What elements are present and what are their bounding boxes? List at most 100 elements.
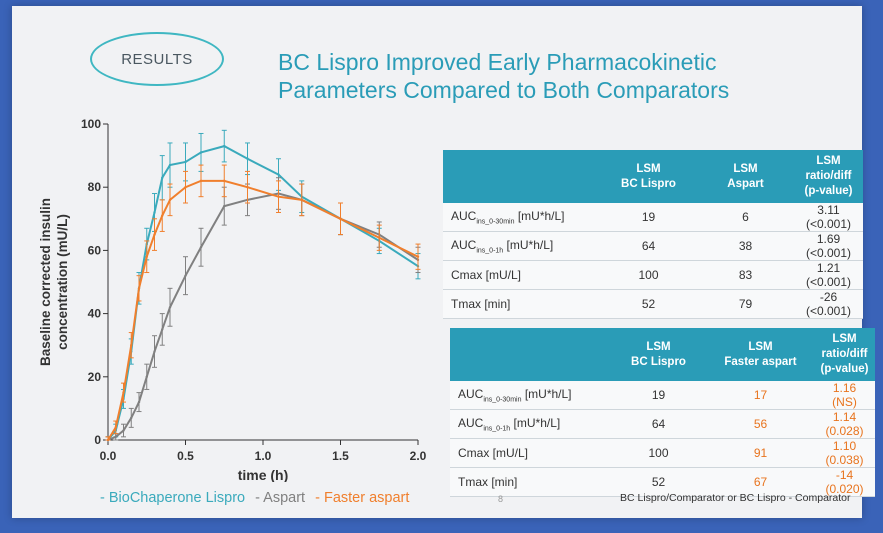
row-label: AUCins_0-30min [mU*h/L] — [450, 381, 610, 410]
table-header-blank — [450, 328, 610, 381]
series-line-faster-aspart — [107, 179, 419, 441]
y-tick-label: 20 — [88, 370, 102, 384]
cell-c3: 1.21 (<0.001) — [794, 260, 863, 290]
data-point — [199, 179, 203, 183]
cell-c2: 56 — [707, 409, 814, 439]
y-tick-label: 60 — [88, 243, 102, 257]
data-point — [184, 186, 187, 189]
cell-c1: 52 — [600, 289, 697, 319]
y-tick-label: 100 — [81, 117, 101, 131]
table-row: Tmax [min] 52 79 -26 (<0.001) — [443, 289, 863, 319]
data-point — [223, 204, 226, 208]
chart-legend: - BioChaperone Lispro - Aspart - Faster … — [100, 490, 415, 506]
data-point — [161, 214, 164, 217]
data-point — [153, 350, 156, 353]
x-axis-label: time (h) — [238, 467, 289, 482]
legend-item-biochaperone-lispro: - BioChaperone Lispro — [100, 490, 246, 506]
cell-c3: 1.69 (<0.001) — [794, 231, 863, 261]
cell-c2: 83 — [697, 260, 794, 290]
x-tick-label: 1.0 — [255, 449, 272, 463]
data-point — [277, 173, 280, 176]
cell-c2: 17 — [707, 381, 814, 410]
x-tick-label: 2.0 — [410, 449, 427, 463]
data-point — [223, 179, 226, 183]
data-point — [199, 246, 203, 249]
row-label: Tmax [min] — [450, 467, 610, 497]
legend-item-faster-aspart: - Faster aspart — [315, 490, 410, 506]
y-tick-label: 0 — [94, 433, 101, 447]
table-header-col2: LSM Faster aspart — [707, 328, 814, 381]
cell-c1: 100 — [600, 260, 697, 290]
data-point — [130, 344, 133, 347]
table-row: Cmax [mU/L] 100 83 1.21 (<0.001) — [443, 260, 863, 290]
table-body: AUCins_0-30min [mU*h/L] 19 6 3.11 (<0.001) A… — [443, 203, 863, 319]
data-point — [161, 328, 164, 331]
table-header-col1: LSM BC Lispro — [600, 150, 697, 203]
y-tick-label: 40 — [88, 307, 102, 321]
table-row: AUCins_0-30min [mU*h/L] 19 17 1.16 (NS) — [450, 381, 875, 410]
table-row: Tmax [min] 52 67 -14 (0.020) — [450, 467, 875, 497]
data-point — [168, 163, 172, 167]
table-row: Cmax [mU/L] 100 91 1.10 (0.038) — [450, 438, 875, 468]
cell-c2: 79 — [697, 289, 794, 319]
data-point — [339, 217, 342, 220]
data-point — [130, 416, 133, 420]
data-point — [137, 400, 141, 404]
data-point — [378, 236, 381, 239]
cell-c1: 100 — [610, 438, 707, 468]
data-point — [137, 287, 141, 290]
results-badge-label: RESULTS — [121, 50, 193, 68]
cell-c2: 67 — [707, 467, 814, 497]
table-header-col3: LSM ratio/diff (p-value) — [794, 150, 863, 203]
footnote: BC Lispro/Comparator or BC Lispro - Comp… — [620, 492, 851, 504]
cell-c1: 19 — [600, 203, 697, 232]
data-point — [184, 160, 187, 164]
data-point — [168, 198, 172, 202]
data-point — [199, 151, 203, 154]
cell-c2: 6 — [697, 203, 794, 232]
table-header-col2: LSM Aspart — [697, 150, 794, 203]
table-header-col1: LSM BC Lispro — [610, 328, 707, 381]
data-point — [153, 233, 156, 236]
table-header-row: LSM BC Lispro LSM Faster aspart LSM ratio/… — [450, 328, 875, 381]
x-tick-label: 0.5 — [177, 449, 194, 463]
row-label: Tmax [min] — [443, 289, 600, 319]
cell-c1: 19 — [610, 381, 707, 410]
table-bc-lispro-vs-faster-aspart: LSM BC Lispro LSM Faster aspart LSM ratio/… — [450, 328, 875, 497]
data-point — [161, 176, 164, 179]
data-point — [300, 198, 303, 202]
cell-c3: 1.10 (0.038) — [814, 438, 875, 468]
data-point — [122, 391, 125, 394]
cell-c1: 64 — [610, 409, 707, 439]
data-point — [106, 438, 110, 442]
x-tick-label: 1.5 — [332, 449, 349, 463]
cell-c1: 64 — [600, 231, 697, 261]
title-line-2: Parameters Compared to Both Comparators — [278, 77, 730, 103]
y-axis-label: Baseline corrected insulin concentration … — [38, 198, 70, 366]
table-row: AUCins_0-1h [mU*h/L] 64 38 1.69 (<0.001) — [443, 231, 863, 261]
series-line-biochaperone-lispro — [107, 145, 419, 441]
cell-c3: -14 (0.020) — [814, 467, 875, 497]
row-label: AUCins_0-1h [mU*h/L] — [443, 231, 600, 261]
table-row: AUCins_0-1h [mU*h/L] 64 56 1.14 (0.028) — [450, 409, 875, 439]
data-point — [168, 306, 172, 309]
cell-c2: 91 — [707, 438, 814, 468]
data-point — [277, 195, 280, 198]
table-header-row: LSM BC Lispro LSM Aspart LSM ratio/diff (p-… — [443, 150, 863, 203]
cell-c3: 1.16 (NS) — [814, 381, 875, 410]
data-point — [122, 429, 125, 432]
cell-c3: 1.14 (0.028) — [814, 409, 875, 439]
pk-line-chart: 0.0 0.5 1.0 1.5 2.0 0 20 40 60 80 100 time (h) Basel… — [38, 117, 427, 482]
data-point — [416, 255, 420, 258]
data-point — [145, 375, 148, 378]
slide-title: BC Lispro Improved Early Pharmacokinetic… — [278, 48, 838, 104]
data-point — [114, 435, 117, 439]
table-header-col3: LSM ratio/diff (p-value) — [814, 328, 875, 381]
cell-c3: 3.11 (<0.001) — [794, 203, 863, 232]
data-point — [223, 144, 226, 148]
results-badge: RESULTS — [90, 32, 224, 86]
table-header-blank — [443, 150, 600, 203]
cell-c1: 52 — [610, 467, 707, 497]
row-label: AUCins_0-30min [mU*h/L] — [443, 203, 600, 232]
row-label: AUCins_0-1h [mU*h/L] — [450, 409, 610, 439]
